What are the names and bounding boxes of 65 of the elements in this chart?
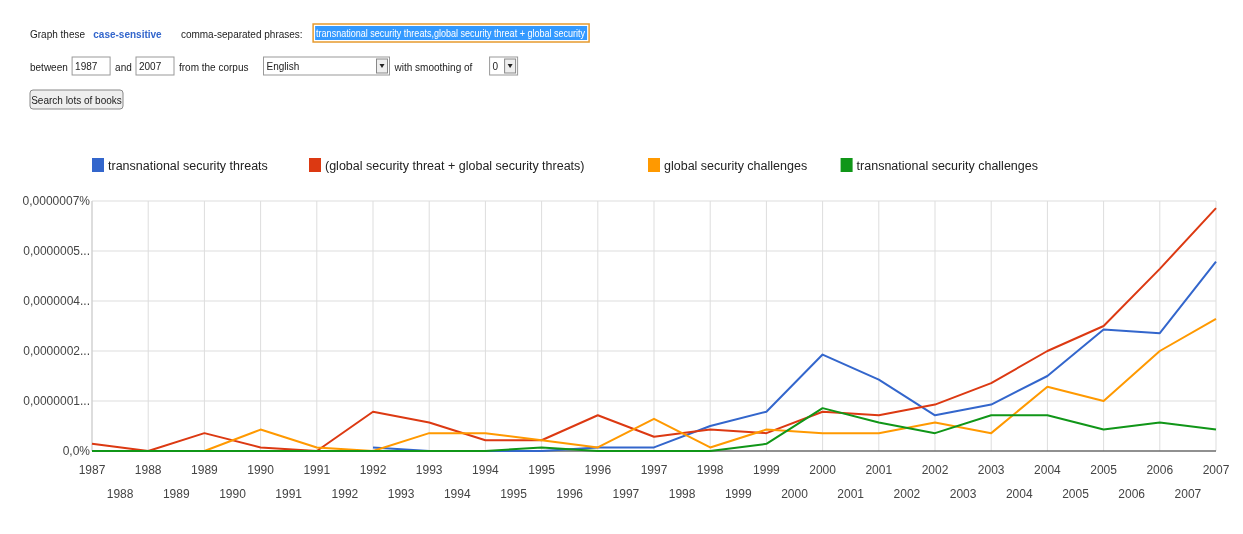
x-tick-label: 1991 (275, 487, 303, 501)
x-tick-label: 1995 (500, 487, 528, 501)
x-tick-label: 1997 (612, 487, 640, 501)
x-tick-label: 2001 (837, 487, 865, 501)
x2-tick-label: 2005 (1090, 463, 1118, 477)
x2-tick-label: 2003 (977, 463, 1005, 477)
x2-tick-label: 2001 (865, 463, 893, 477)
x-tick-label: 1993 (387, 487, 415, 501)
text: from the corpus (179, 62, 249, 73)
x2-tick-label: 1997 (640, 463, 668, 477)
text: 0 (492, 61, 499, 72)
x2-tick-label: 1999 (753, 463, 781, 477)
y-tick-label: 0,0000004... (23, 294, 90, 308)
x-tick-label: 1998 (668, 487, 696, 501)
legend-label: (global security threat + global security threats) (325, 159, 585, 173)
text: 1987 (75, 61, 98, 72)
text: case-sensitive (93, 29, 163, 40)
x-tick-label: 1996 (556, 487, 584, 501)
x-tick-label: 1988 (106, 487, 134, 501)
x2-tick-label: 1987 (78, 463, 106, 477)
y-tick-label: 0,0000007% (22, 194, 91, 208)
x2-tick-label: 2000 (809, 463, 837, 477)
x2-tick-label: 1990 (247, 463, 275, 477)
x2-tick-label: 1992 (359, 463, 387, 477)
y-tick-label: 0,0000005... (23, 244, 90, 258)
x2-tick-label: 2002 (921, 463, 949, 477)
legend-label: transnational security threats (108, 159, 268, 173)
x2-tick-label: 2006 (1146, 463, 1174, 477)
x-tick-label: 2004 (1005, 487, 1033, 501)
x-tick-label: 2006 (1118, 487, 1146, 501)
x2-tick-label: 1995 (528, 463, 556, 477)
x2-tick-label: 2004 (1034, 463, 1062, 477)
text: English (266, 61, 300, 72)
legend-label: transnational security challenges (856, 159, 1038, 173)
x2-tick-label: 1989 (191, 463, 219, 477)
x2-tick-label: 2007 (1202, 463, 1230, 477)
x2-tick-label: 1994 (472, 463, 500, 477)
line-series (372, 260, 1217, 452)
x-tick-label: 2002 (893, 487, 921, 501)
text: comma-separated phrases: (180, 29, 303, 40)
y-tick-label: 0,0000002... (23, 344, 90, 358)
text: between (30, 62, 68, 73)
x-tick-label: 1992 (331, 487, 359, 501)
text: and (115, 62, 132, 73)
x2-tick-label: 1998 (696, 463, 724, 477)
x-tick-label: 2000 (781, 487, 809, 501)
x-tick-label: 2007 (1174, 487, 1202, 501)
x2-tick-label: 1988 (134, 463, 162, 477)
x-tick-label: 1999 (724, 487, 752, 501)
x2-tick-label: 1991 (303, 463, 331, 477)
x2-tick-label: 1996 (584, 463, 612, 477)
text: 2007 (139, 61, 162, 72)
legend-label: global security challenges (664, 159, 808, 173)
x-tick-label: 2003 (949, 487, 977, 501)
x-tick-label: 1990 (219, 487, 247, 501)
text: Search lots of books (31, 95, 122, 106)
x-tick-label: 1994 (443, 487, 471, 501)
text: with smoothing of (393, 62, 473, 73)
x-tick-label: 1989 (162, 487, 190, 501)
x2-tick-label: 1993 (415, 463, 443, 477)
text: transnational security threats,global security threat + global security (316, 28, 615, 39)
y-tick-label: 0,0000001... (23, 394, 90, 408)
y-tick-label: 0,0% (62, 444, 91, 458)
x-tick-label: 2005 (1062, 487, 1090, 501)
text: Graph these (30, 29, 86, 40)
